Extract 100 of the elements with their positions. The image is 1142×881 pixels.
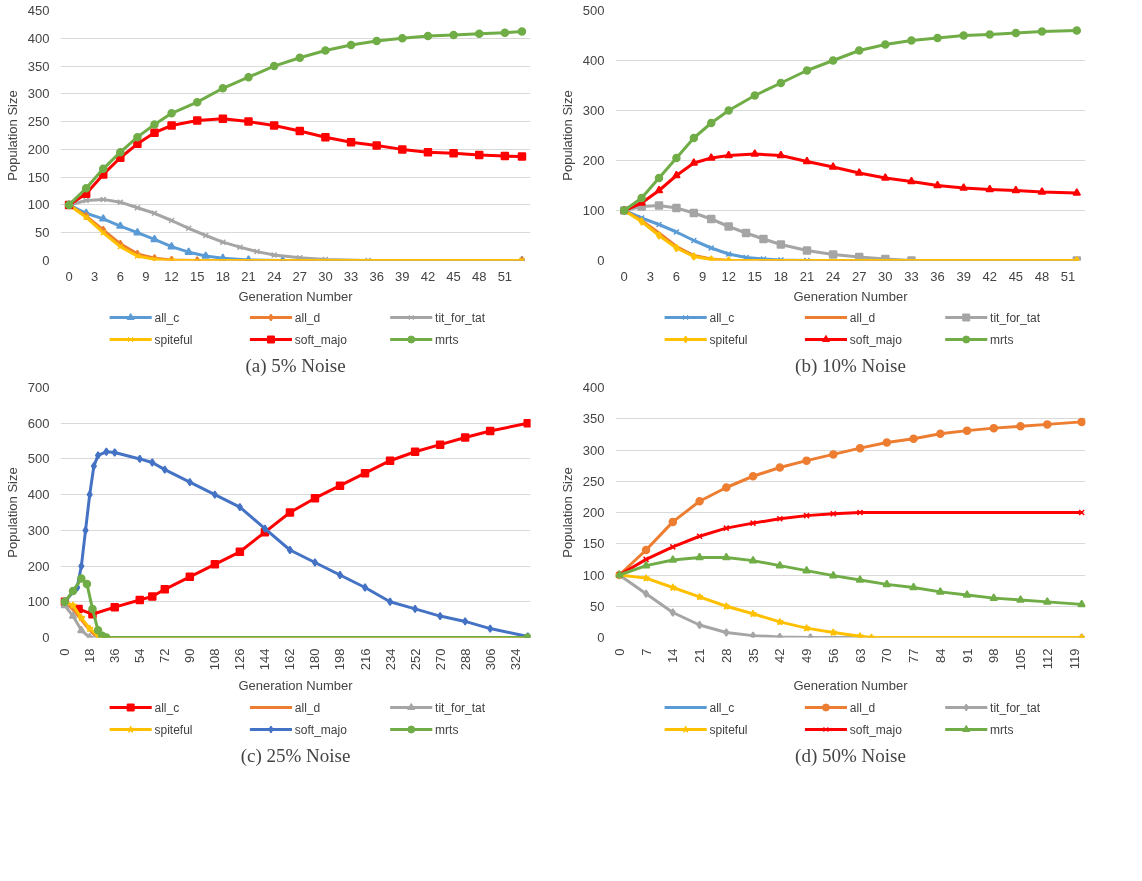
x-tick-label: 98 (986, 648, 1002, 663)
y-tick-label: 0 (42, 630, 50, 645)
text: (a) 5% Noise (245, 354, 346, 377)
y-tick-label: 300 (582, 103, 605, 118)
x-tick-label: 36 (930, 268, 945, 284)
y-tick-label: 350 (27, 58, 50, 74)
legend-label: mrts (990, 332, 1014, 347)
x-tick-label: 84 (932, 648, 948, 663)
x-tick-label: 49 (799, 648, 815, 663)
x-tick-label: 90 (182, 648, 198, 663)
legend-label: tit_for_tat (435, 700, 486, 715)
x-tick-label: 12 (721, 268, 736, 284)
x-tick-label: 0 (620, 268, 628, 284)
x-tick-label: 21 (799, 268, 815, 284)
y-tick-label: 100 (27, 197, 50, 213)
x-tick-label: 63 (852, 648, 868, 663)
x-tick-label: 3 (646, 268, 654, 284)
y-tick-label: 0 (597, 630, 605, 645)
legend-label: soft_majo (849, 722, 903, 737)
x-tick-label: 112 (1039, 648, 1055, 670)
y-tick-label: 500 (27, 451, 50, 467)
x-tick-label: 18 (82, 648, 98, 663)
x-tick-label: 24 (825, 268, 841, 284)
x-tick-label: 15 (190, 268, 205, 284)
y-tick-label: 400 (582, 53, 605, 68)
y-tick-label: 400 (27, 30, 50, 46)
x-tick-label: 45 (1008, 268, 1024, 284)
legend-label: mrts (990, 722, 1014, 737)
x-tick-label: 7 (638, 648, 654, 656)
y-axis-title: Population Size (559, 90, 575, 181)
y-axis-title: Population Size (4, 90, 20, 181)
x-tick-label: 54 (132, 648, 148, 663)
y-axis-title: Population Size (559, 467, 575, 558)
x-tick-label: 3 (91, 268, 99, 284)
legend-label: all_d (849, 310, 876, 325)
x-tick-label: 70 (879, 648, 895, 663)
x-axis-title: Generation Number (238, 288, 354, 304)
x-tick-label: 144 (257, 648, 273, 671)
x-tick-label: 324 (507, 648, 523, 671)
y-tick-label: 0 (597, 253, 605, 268)
x-tick-label: 28 (718, 648, 734, 663)
y-tick-label: 100 (582, 203, 605, 218)
y-tick-label: 50 (590, 598, 605, 614)
x-tick-label: 30 (878, 268, 893, 284)
x-tick-label: 216 (357, 648, 373, 671)
legend-label: all_d (294, 310, 321, 325)
legend-label: soft_majo (294, 722, 348, 737)
x-tick-label: 6 (116, 268, 124, 284)
x-axis-title: Generation Number (793, 288, 909, 304)
legend-label: all_c (154, 310, 180, 325)
legend-label: mrts (435, 722, 459, 737)
x-tick-label: 288 (457, 648, 473, 671)
y-tick-label: 300 (27, 86, 50, 102)
text: (d) 50% Noise (795, 744, 906, 767)
x-tick-label: 51 (1060, 268, 1076, 284)
x-tick-label: 91 (959, 648, 975, 663)
legend-label: all_d (849, 700, 876, 715)
x-tick-label: 30 (318, 268, 333, 284)
x-tick-label: 48 (472, 268, 487, 284)
x-tick-label: 39 (395, 268, 410, 284)
legend-label: tit_for_tat (990, 700, 1041, 715)
y-tick-label: 0 (42, 253, 50, 268)
y-tick-label: 150 (582, 536, 605, 552)
x-tick-label: 119 (1066, 648, 1082, 670)
text: (c) 25% Noise (240, 744, 351, 767)
y-tick-label: 300 (27, 522, 50, 538)
y-tick-label: 200 (27, 558, 50, 574)
x-tick-label: 33 (904, 268, 919, 284)
legend-label: spiteful (154, 722, 193, 737)
x-tick-label: 0 (611, 648, 627, 656)
x-tick-label: 21 (241, 268, 256, 284)
y-tick-label: 200 (582, 153, 605, 168)
y-tick-label: 350 (582, 411, 605, 427)
x-tick-label: 42 (982, 268, 997, 284)
x-tick-label: 18 (773, 268, 789, 284)
legend-label: spiteful (154, 332, 193, 347)
y-axis-title: Population Size (4, 467, 20, 558)
x-tick-label: 108 (207, 648, 223, 671)
y-tick-label: 600 (27, 415, 50, 431)
x-tick-label: 15 (747, 268, 762, 284)
x-tick-label: 306 (482, 648, 498, 671)
x-tick-label: 72 (157, 648, 173, 663)
x-tick-label: 24 (266, 268, 282, 284)
x-tick-label: 14 (665, 648, 681, 663)
x-tick-label: 270 (432, 648, 448, 671)
y-tick-label: 250 (582, 473, 605, 489)
x-tick-label: 105 (1013, 648, 1029, 671)
y-tick-label: 200 (582, 505, 605, 520)
x-tick-label: 42 (420, 268, 436, 284)
y-tick-label: 300 (582, 442, 605, 458)
legend-label: all_c (709, 700, 735, 715)
x-tick-label: 21 (692, 648, 708, 663)
x-axis-title: Generation Number (238, 678, 354, 694)
x-tick-label: 36 (107, 648, 123, 663)
x-tick-label: 6 (672, 268, 681, 284)
x-tick-label: 162 (282, 648, 298, 671)
x-tick-label: 12 (164, 268, 179, 284)
y-tick-label: 450 (27, 3, 50, 18)
x-tick-label: 0 (57, 648, 73, 656)
y-tick-label: 700 (27, 380, 50, 395)
